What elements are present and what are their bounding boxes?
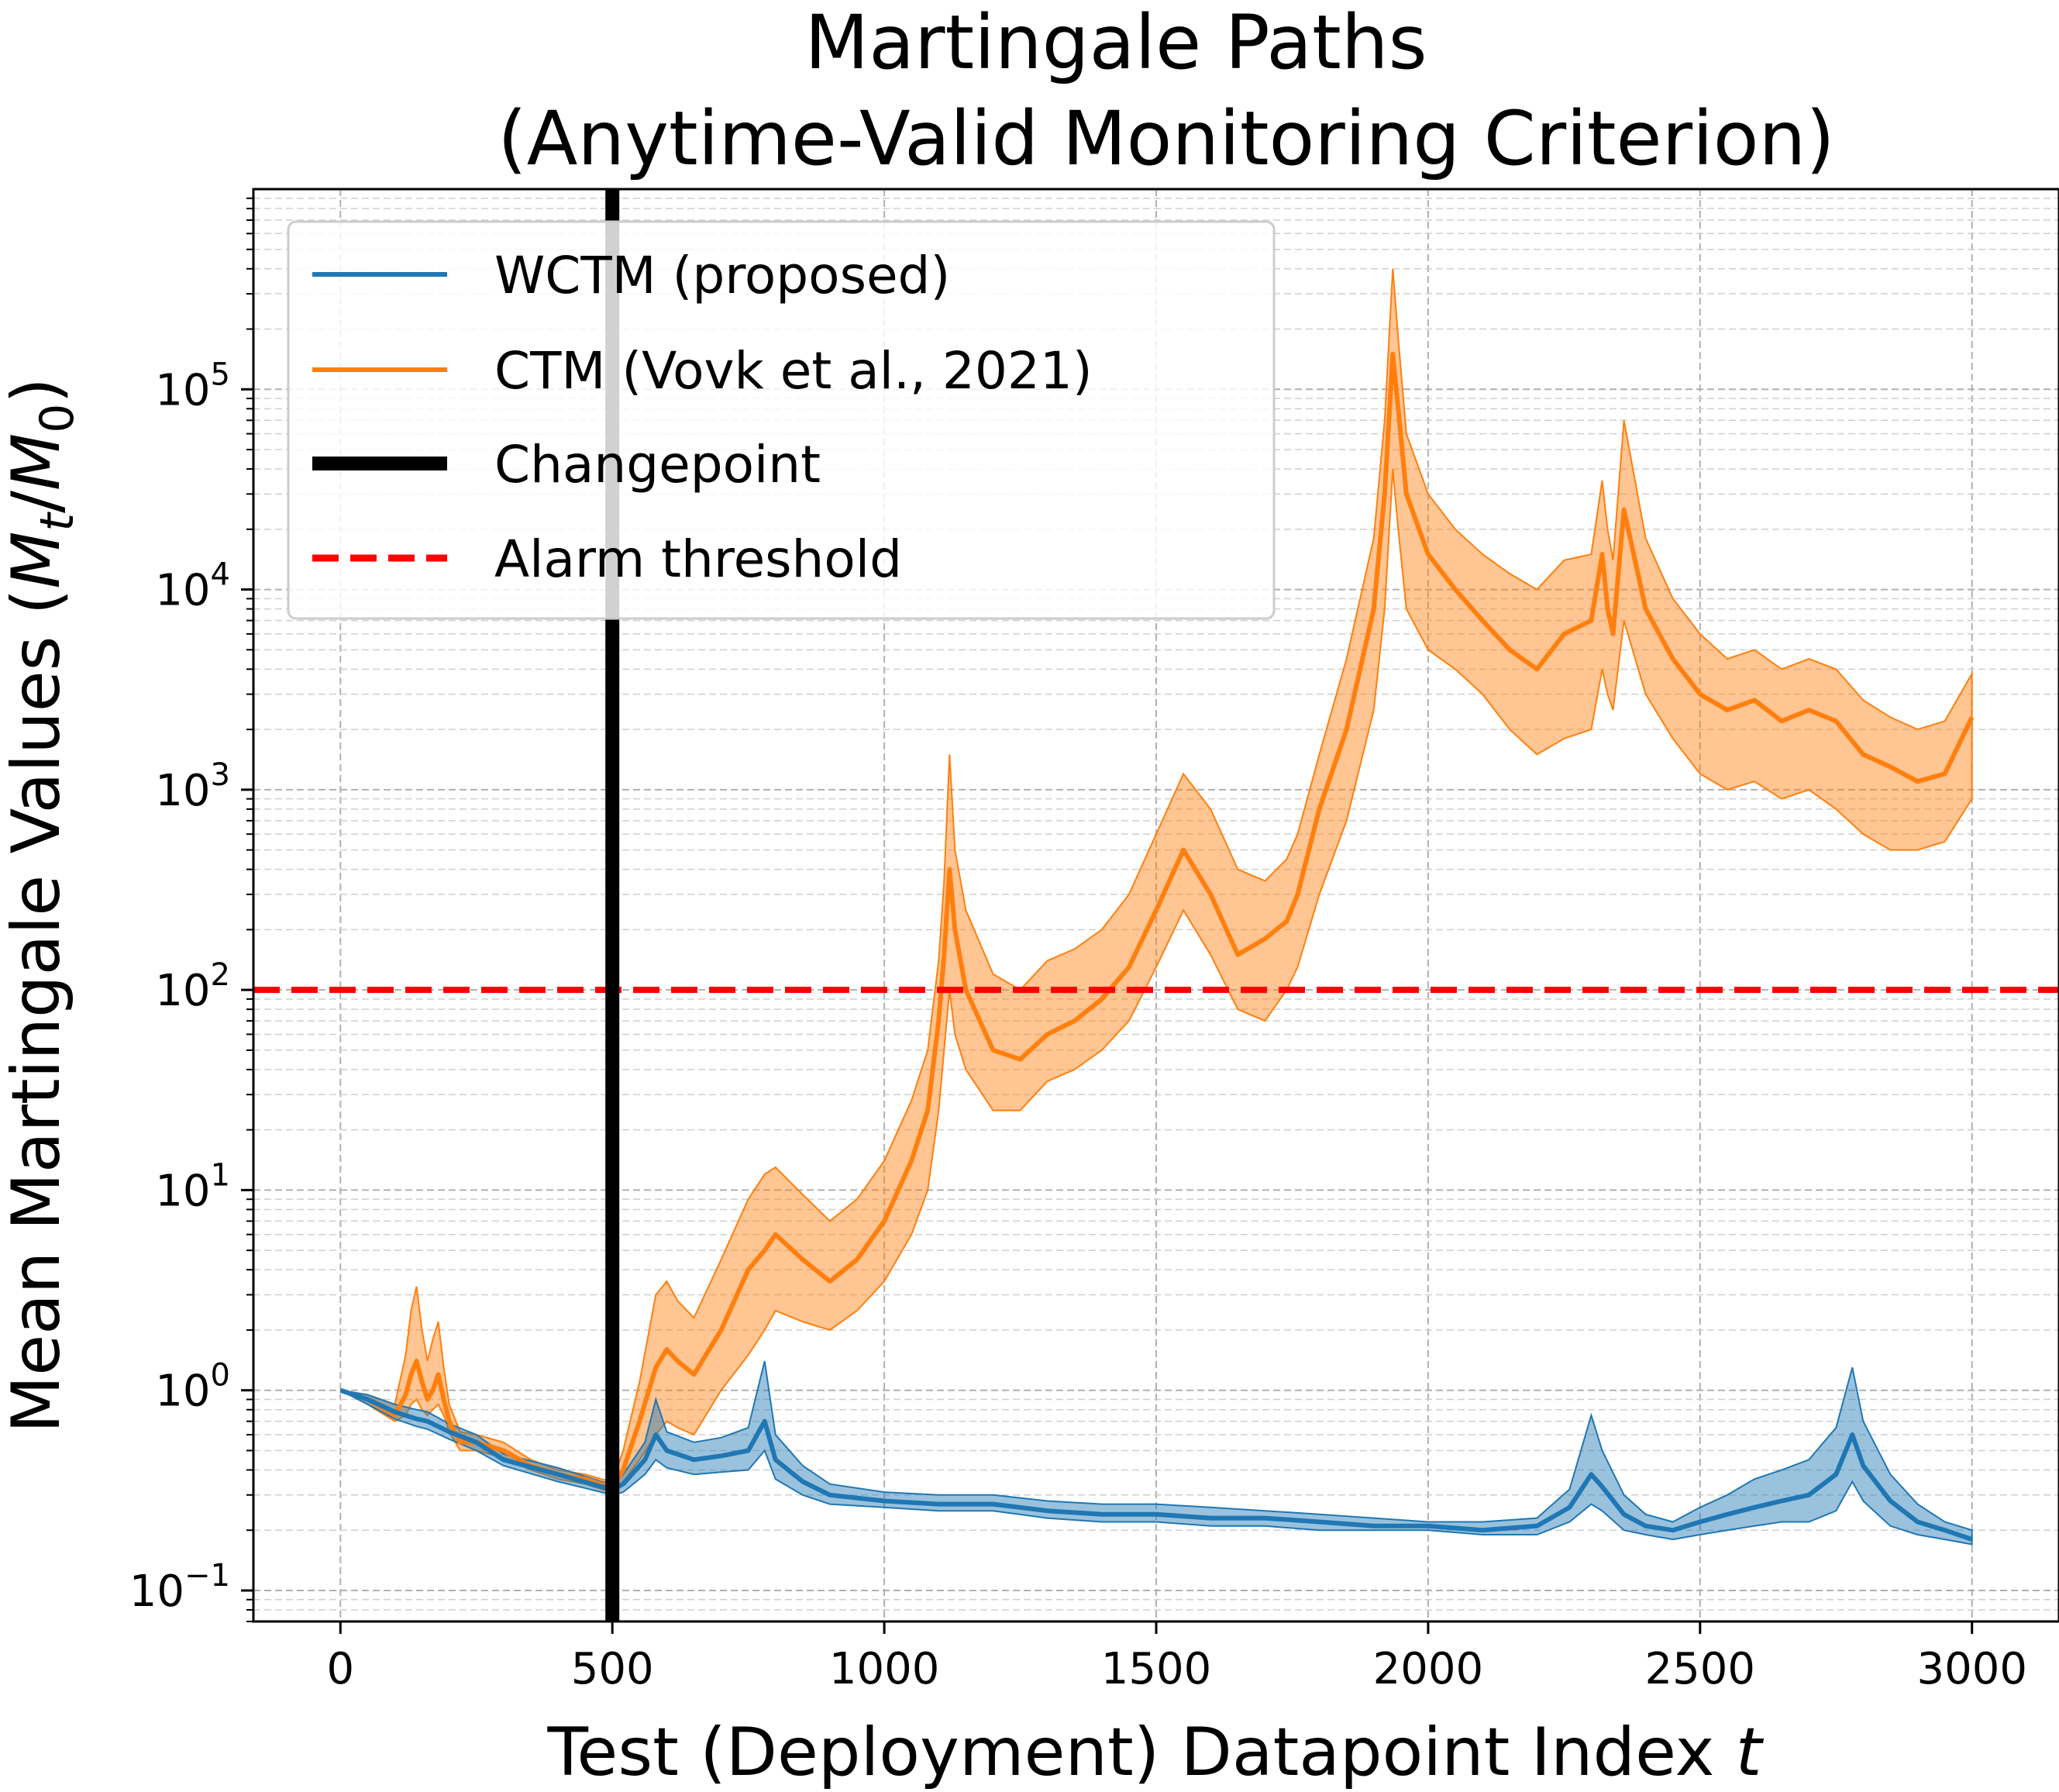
x-axis-ticks: 0 500 1000 1500 2000 2500 3000: [326, 1621, 2027, 1694]
band-ctm: [339, 268, 1973, 1494]
legend-label-changepoint: Changepoint: [494, 435, 821, 495]
series-line-wctm: [339, 1387, 1973, 1542]
y-tick-label: 104: [155, 557, 230, 616]
x-axis-label-text: Test (Deployment) Datapoint Index: [547, 1714, 1736, 1791]
x-tick-label: 1000: [829, 1644, 940, 1694]
y-tick-label: 101: [155, 1157, 230, 1216]
y-tick-label: 102: [155, 957, 230, 1016]
legend-label-ctm: CTM (Vovk et al., 2021): [494, 341, 1093, 401]
x-axis-label: Test (Deployment) Datapoint Index t: [547, 1714, 1765, 1791]
legend: WCTM (proposed) CTM (Vovk et al., 2021) …: [287, 220, 1276, 620]
y-axis-label: Mean Martingale Values (Mt/M0): [0, 377, 84, 1433]
y-tick-label: 100: [155, 1358, 230, 1417]
series-lines: [339, 351, 1975, 1542]
legend-label-wctm: WCTM (proposed): [494, 246, 950, 305]
series-line-ctm: [339, 351, 1975, 1490]
x-tick-label: 2500: [1645, 1644, 1756, 1694]
x-tick-label: 3000: [1916, 1644, 2027, 1694]
y-tick-label: 103: [155, 757, 230, 816]
legend-label-threshold: Alarm threshold: [494, 529, 902, 589]
chart-subtitle: (Anytime-Valid Monitoring Criterion): [498, 95, 1834, 182]
x-tick-label: 2000: [1373, 1644, 1484, 1694]
y-tick-label: 10−1: [129, 1558, 230, 1617]
x-tick-label: 500: [571, 1644, 654, 1694]
y-tick-label: 105: [155, 357, 230, 415]
legend-box: [287, 220, 1276, 620]
chart-title: Martingale Paths: [804, 0, 1427, 86]
x-tick-label: 0: [326, 1644, 354, 1694]
x-tick-label: 1500: [1101, 1644, 1212, 1694]
y-axis-ticks: 10−1 100 101 102 103 104 105: [129, 197, 253, 1622]
x-axis-label-var: t: [1736, 1714, 1765, 1791]
